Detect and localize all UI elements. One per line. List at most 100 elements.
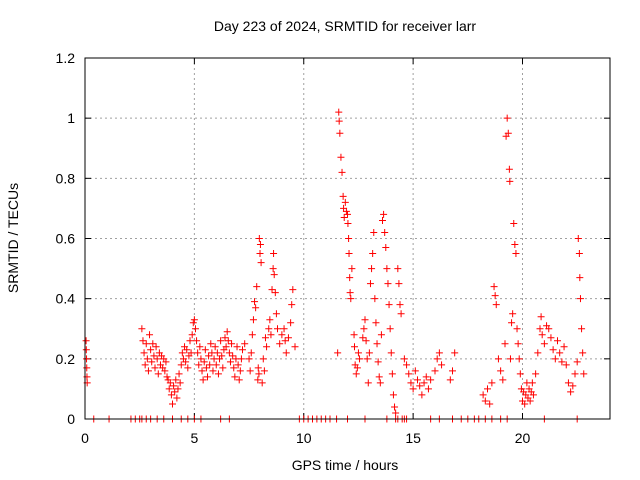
data-point [345, 250, 353, 258]
data-point [449, 367, 456, 375]
data-point [150, 352, 158, 360]
data-point [576, 295, 584, 303]
data-point [204, 373, 211, 381]
data-point [362, 337, 370, 345]
data-point [526, 397, 534, 405]
data-point [274, 325, 281, 333]
data-point [384, 280, 392, 288]
data-point [574, 235, 582, 242]
data-point [197, 355, 205, 363]
data-point [278, 331, 286, 339]
data-point [138, 325, 146, 333]
data-point [554, 337, 561, 345]
data-point [225, 349, 233, 357]
data-point [505, 165, 513, 173]
data-point [580, 370, 588, 378]
data-point [484, 385, 491, 393]
data-point [167, 391, 175, 399]
data-point [562, 361, 570, 369]
data-point [217, 337, 225, 345]
data-point [280, 325, 288, 333]
data-point [359, 334, 367, 342]
data-point [511, 241, 519, 249]
data-point [506, 177, 514, 185]
data-point [153, 355, 161, 363]
data-point [195, 361, 203, 369]
data-point [338, 168, 346, 176]
data-point [490, 283, 498, 291]
data-point [202, 364, 210, 372]
data-point [139, 337, 147, 345]
data-point [201, 346, 209, 354]
data-point [514, 340, 522, 348]
data-point [451, 349, 459, 357]
data-point [370, 228, 378, 236]
data-point [385, 301, 393, 309]
data-point [366, 280, 374, 288]
data-point [267, 331, 275, 339]
data-point [206, 361, 214, 369]
data-points [82, 108, 588, 423]
data-point [211, 343, 219, 351]
data-point [335, 117, 343, 125]
data-point [579, 349, 587, 357]
data-point [256, 250, 264, 258]
data-point [169, 400, 176, 408]
data-point [391, 403, 399, 411]
data-point [354, 349, 362, 357]
data-point [486, 400, 494, 408]
data-point [356, 355, 364, 363]
data-point [249, 316, 257, 324]
data-point [348, 265, 356, 273]
data-point [376, 379, 384, 387]
data-point [479, 391, 487, 399]
data-point [373, 340, 381, 348]
data-point [375, 373, 383, 381]
data-point [409, 385, 417, 393]
data-point [341, 198, 349, 206]
y-tick-label: 0.4 [56, 291, 76, 307]
data-point [549, 346, 557, 354]
data-point [266, 316, 274, 324]
data-point [407, 379, 415, 387]
data-point [221, 334, 229, 342]
data-point [528, 379, 536, 387]
data-point [431, 367, 439, 375]
data-point [372, 319, 380, 327]
data-point [446, 376, 454, 384]
data-point [263, 343, 271, 351]
data-point [346, 289, 354, 297]
data-point [239, 346, 246, 354]
data-point [368, 265, 376, 273]
data-point [506, 355, 514, 363]
data-point [224, 337, 232, 345]
data-point [228, 340, 236, 348]
data-point [207, 340, 215, 348]
data-point [537, 313, 545, 321]
data-point [403, 361, 411, 369]
data-point [538, 331, 546, 339]
y-tick-label: 0 [67, 411, 75, 427]
data-point [558, 358, 566, 366]
data-point [508, 319, 516, 327]
data-point [420, 379, 428, 387]
data-point [219, 364, 227, 372]
data-point [172, 376, 180, 384]
data-point [571, 370, 579, 378]
data-point [175, 370, 183, 378]
data-point [564, 379, 572, 387]
data-point [193, 337, 201, 345]
data-point [146, 331, 154, 339]
data-point [230, 364, 238, 372]
data-point [351, 343, 358, 351]
data-point [340, 213, 348, 221]
data-point [147, 346, 155, 354]
data-point [386, 325, 394, 333]
data-point [260, 367, 268, 375]
data-point [438, 361, 446, 369]
data-point [509, 310, 517, 318]
data-point [255, 235, 263, 242]
data-point [350, 331, 358, 339]
data-point [382, 244, 390, 252]
